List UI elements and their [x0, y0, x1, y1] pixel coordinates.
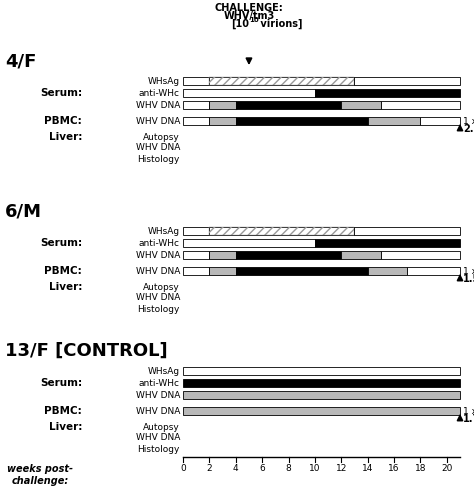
- Text: anti-WHc: anti-WHc: [139, 379, 180, 388]
- Bar: [355, 227, 460, 235]
- Text: 20: 20: [441, 464, 453, 473]
- Text: Liver:: Liver:: [49, 282, 82, 292]
- Text: WHV DNA: WHV DNA: [136, 391, 180, 399]
- Text: 13/F [CONTROL]: 13/F [CONTROL]: [5, 342, 168, 360]
- Text: PBMC:: PBMC:: [44, 406, 82, 416]
- Bar: [341, 251, 381, 259]
- Text: 1 x 10³: 1 x 10³: [463, 266, 474, 276]
- Bar: [381, 101, 460, 109]
- Bar: [210, 267, 236, 275]
- Text: 4/F: 4/F: [5, 52, 36, 70]
- Text: WHsAg: WHsAg: [148, 77, 180, 86]
- Bar: [407, 267, 460, 275]
- Text: PBMC:: PBMC:: [44, 116, 82, 126]
- Bar: [210, 101, 236, 109]
- Bar: [355, 77, 460, 85]
- Bar: [183, 227, 210, 235]
- Bar: [183, 267, 210, 275]
- Bar: [236, 251, 341, 259]
- Text: Serum:: Serum:: [40, 88, 82, 98]
- Bar: [183, 77, 210, 85]
- Text: WHV DNA: WHV DNA: [136, 266, 180, 276]
- Text: WHV/tm3: WHV/tm3: [223, 11, 274, 21]
- Bar: [210, 117, 236, 125]
- Text: WHV DNA: WHV DNA: [136, 406, 180, 415]
- Bar: [368, 117, 420, 125]
- Text: [10: [10: [231, 19, 249, 29]
- Text: 16: 16: [388, 464, 400, 473]
- Bar: [210, 77, 355, 85]
- Text: virions]: virions]: [257, 19, 302, 29]
- Text: 4: 4: [233, 464, 238, 473]
- Text: WHV DNA: WHV DNA: [136, 294, 180, 302]
- Bar: [381, 251, 460, 259]
- Text: 1.75: 1.75: [463, 414, 474, 424]
- Text: 6/M: 6/M: [5, 202, 42, 220]
- Text: 10: 10: [309, 464, 320, 473]
- Bar: [183, 117, 210, 125]
- Bar: [210, 227, 355, 235]
- Text: Histology: Histology: [137, 304, 180, 313]
- Text: WHsAg: WHsAg: [148, 366, 180, 376]
- Text: 14: 14: [362, 464, 374, 473]
- Bar: [183, 407, 460, 415]
- Text: 6: 6: [259, 464, 265, 473]
- Bar: [210, 77, 355, 85]
- Text: weeks post-
challenge:: weeks post- challenge:: [7, 464, 73, 487]
- Text: Autopsy: Autopsy: [143, 133, 180, 142]
- Text: Serum:: Serum:: [40, 238, 82, 248]
- Text: Liver:: Liver:: [49, 422, 82, 432]
- Bar: [315, 89, 460, 97]
- Text: Histology: Histology: [137, 445, 180, 453]
- Bar: [236, 101, 341, 109]
- Text: 2: 2: [207, 464, 212, 473]
- Bar: [183, 239, 315, 247]
- Text: Serum:: Serum:: [40, 378, 82, 388]
- Text: 10: 10: [249, 16, 259, 22]
- Text: 0: 0: [180, 464, 186, 473]
- Text: WHV DNA: WHV DNA: [136, 116, 180, 126]
- Text: WHsAg: WHsAg: [148, 227, 180, 236]
- Bar: [183, 101, 210, 109]
- Text: WHV DNA: WHV DNA: [136, 250, 180, 259]
- Bar: [183, 89, 315, 97]
- Bar: [210, 227, 355, 235]
- Text: anti-WHc: anti-WHc: [139, 89, 180, 98]
- Text: 8: 8: [286, 464, 292, 473]
- Bar: [183, 391, 460, 399]
- Text: 18: 18: [415, 464, 426, 473]
- Bar: [315, 239, 460, 247]
- Text: WHV DNA: WHV DNA: [136, 144, 180, 152]
- Text: CHALLENGE:: CHALLENGE:: [215, 3, 283, 13]
- Bar: [210, 251, 236, 259]
- Bar: [183, 251, 210, 259]
- Text: Liver:: Liver:: [49, 132, 82, 142]
- Text: 2.5: 2.5: [463, 124, 474, 134]
- Text: PBMC:: PBMC:: [44, 266, 82, 276]
- Text: anti-WHc: anti-WHc: [139, 239, 180, 248]
- Text: 12: 12: [336, 464, 347, 473]
- Text: 1 x 10³: 1 x 10³: [463, 116, 474, 126]
- Text: Histology: Histology: [137, 154, 180, 163]
- Text: WHV DNA: WHV DNA: [136, 434, 180, 443]
- Bar: [236, 267, 368, 275]
- Text: WHV DNA: WHV DNA: [136, 100, 180, 109]
- Bar: [341, 101, 381, 109]
- Text: Autopsy: Autopsy: [143, 423, 180, 432]
- Bar: [183, 379, 460, 387]
- Text: Autopsy: Autopsy: [143, 283, 180, 292]
- Bar: [420, 117, 460, 125]
- Text: 1 x 10³: 1 x 10³: [463, 406, 474, 415]
- Bar: [183, 367, 460, 375]
- Bar: [236, 117, 368, 125]
- Bar: [368, 267, 407, 275]
- Text: 1.5: 1.5: [463, 274, 474, 284]
